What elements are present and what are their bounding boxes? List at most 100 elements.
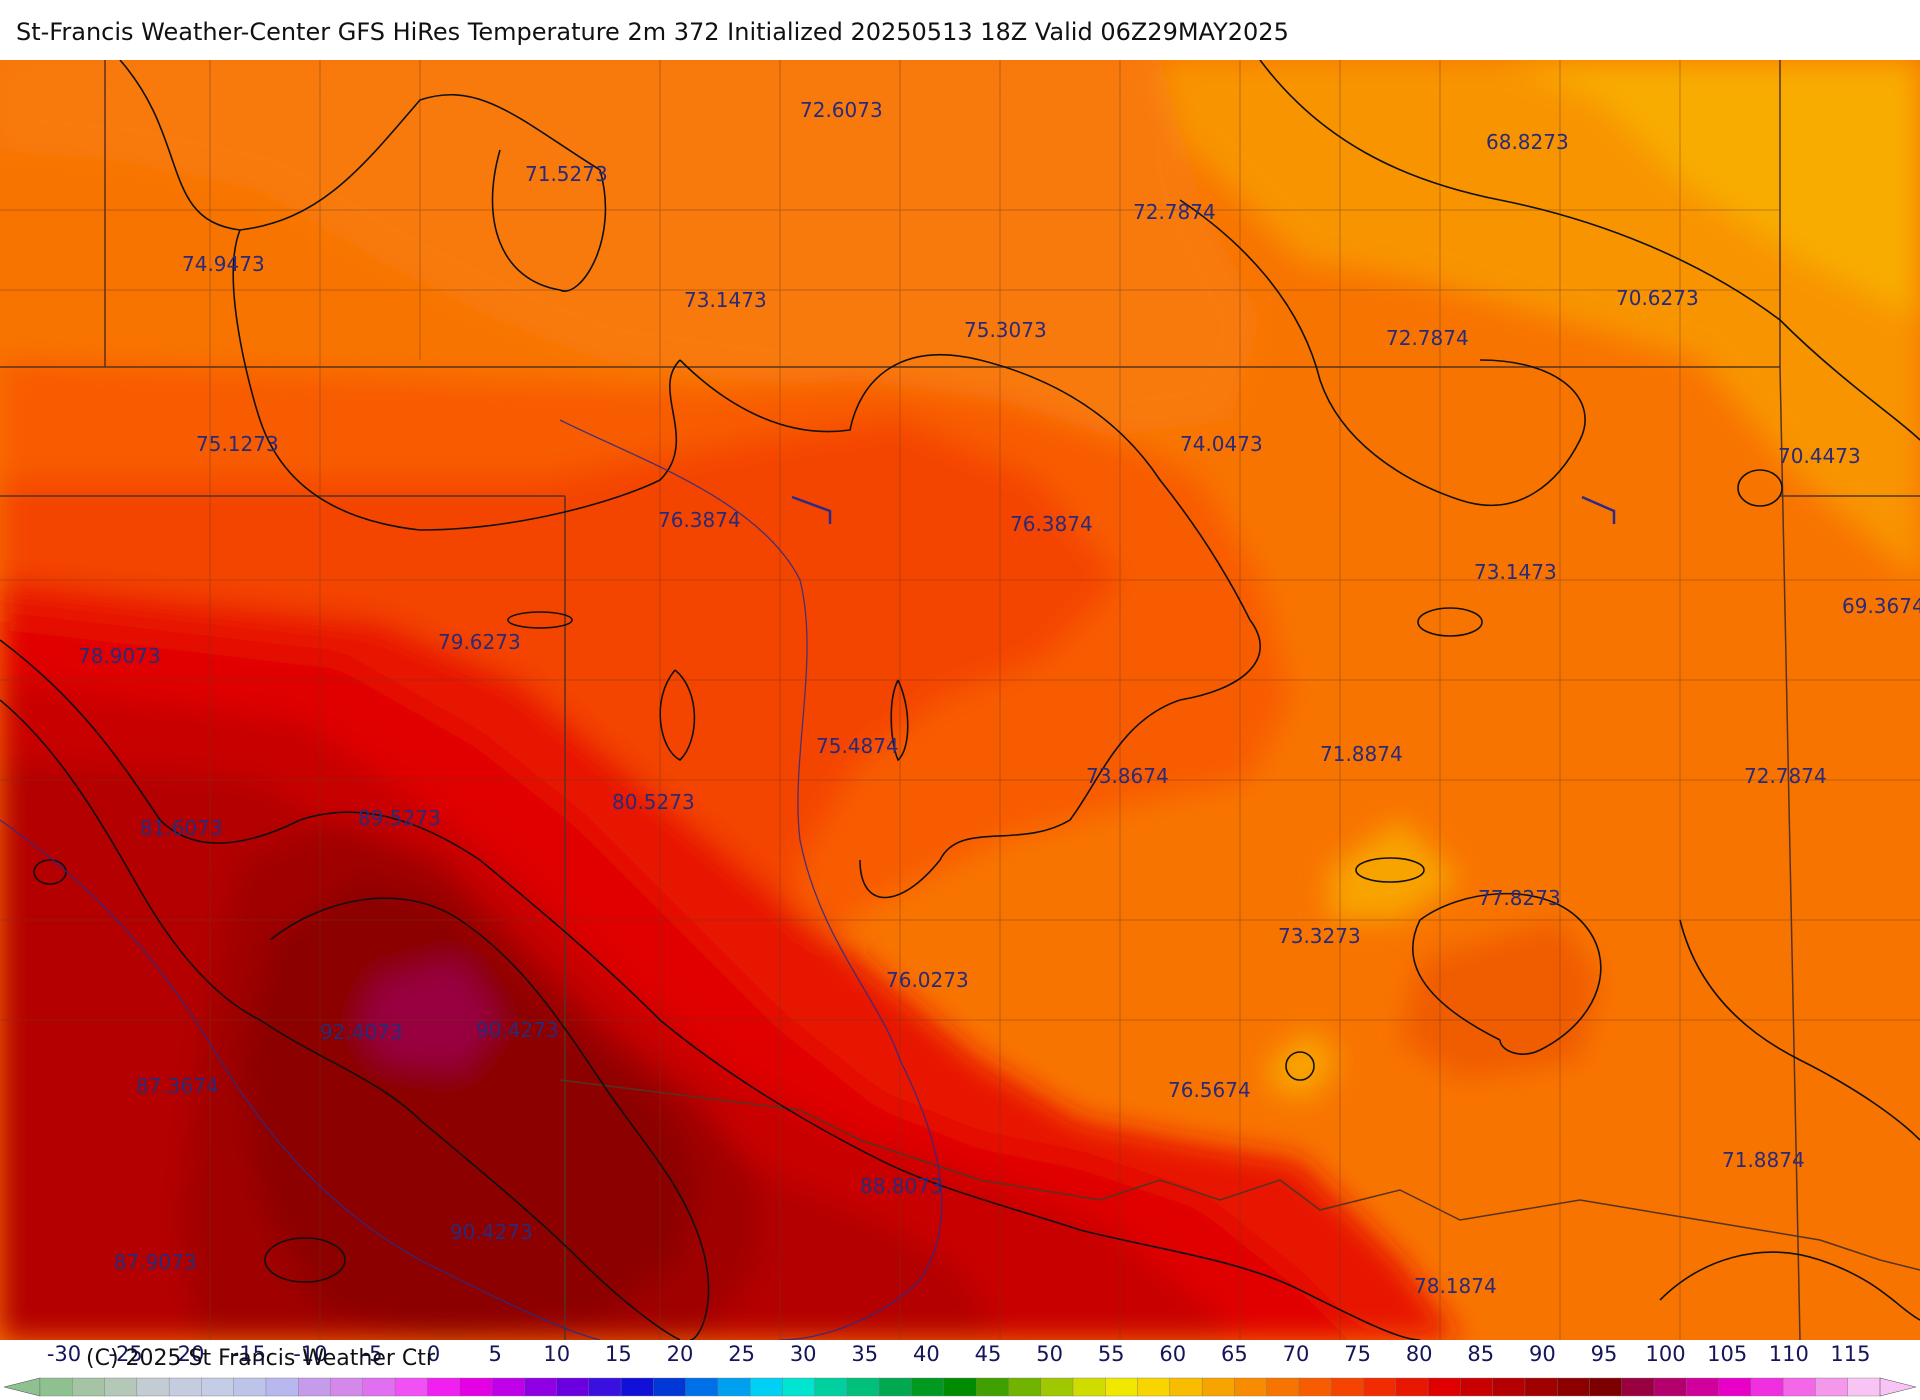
legend-tick-label: -10 xyxy=(293,1342,328,1366)
legend-tick-label: 40 xyxy=(913,1342,940,1366)
temperature-label: 74.9473 xyxy=(182,252,265,276)
colorbar-swatch xyxy=(879,1377,913,1397)
legend-tick-label: -30 xyxy=(46,1342,82,1366)
legend-tick-label: 95 xyxy=(1590,1342,1618,1366)
temperature-label: 89.5273 xyxy=(358,806,441,830)
colorbar-swatch xyxy=(1750,1377,1784,1397)
colorbar-swatch xyxy=(685,1377,719,1397)
legend-tick-label: 60 xyxy=(1159,1342,1187,1366)
colorbar-swatch xyxy=(749,1377,784,1397)
legend-tick-label: -25 xyxy=(108,1342,143,1366)
temperature-label: 76.5674 xyxy=(1168,1078,1251,1102)
colorbar-swatch xyxy=(717,1377,751,1397)
colorbar-swatch xyxy=(1105,1377,1139,1397)
temperature-label: 69.3674 xyxy=(1842,594,1920,618)
temperature-label: 90.4273 xyxy=(450,1220,533,1244)
temperature-label: 70.4473 xyxy=(1778,444,1861,468)
colorbar-swatch xyxy=(1298,1377,1332,1397)
temperature-label: 72.7874 xyxy=(1133,200,1216,224)
colorbar-swatch xyxy=(846,1377,880,1397)
colorbar-swatch xyxy=(39,1377,73,1397)
colorbar-swatch xyxy=(943,1377,977,1397)
colorbar-swatch xyxy=(72,1377,106,1397)
legend-tick-label: 35 xyxy=(851,1342,879,1366)
temperature-label: 73.1473 xyxy=(684,288,767,312)
isotherm-contours xyxy=(0,60,1920,1340)
colorbar-swatch xyxy=(491,1377,525,1397)
temperature-label: 76.0273 xyxy=(886,968,969,992)
temperature-label: 88.8073 xyxy=(860,1174,943,1198)
legend-tick-label: 10 xyxy=(543,1342,571,1366)
colorbar-swatch xyxy=(653,1377,687,1397)
legend-tick-label: 90 xyxy=(1529,1342,1556,1366)
map-frame: 72.6073 71.5273 68.8273 72.7874 74.9473 … xyxy=(0,60,1920,1340)
colorbar-swatch xyxy=(1169,1377,1203,1397)
colorbar-swatch xyxy=(1815,1377,1849,1397)
boundary-lines xyxy=(0,60,1920,1340)
colorbar-swatch xyxy=(330,1377,364,1397)
colorbar-swatch xyxy=(975,1377,1010,1397)
colorbar-swatch xyxy=(1492,1377,1526,1397)
colorbar-swatch xyxy=(104,1377,138,1397)
temperature-label: 75.1273 xyxy=(196,432,279,456)
temperature-label: 77.8273 xyxy=(1478,886,1561,910)
colorbar-swatch xyxy=(911,1377,945,1397)
colorbar-swatch xyxy=(782,1377,816,1397)
colorbar-swatch xyxy=(814,1377,848,1397)
colorbar-swatch xyxy=(556,1377,590,1397)
colorbar-swatch xyxy=(1621,1377,1655,1397)
legend-tick-label: 0 xyxy=(426,1342,441,1366)
colorbar-swatch xyxy=(1524,1377,1558,1397)
temperature-label: 75.3073 xyxy=(964,318,1047,342)
wind-barbs xyxy=(791,495,1616,524)
legend-tick-label: 45 xyxy=(974,1342,1002,1366)
temperature-label: 72.6073 xyxy=(800,98,883,122)
colorbar-swatch xyxy=(298,1377,332,1397)
colorbar-swatch xyxy=(1395,1377,1429,1397)
legend-tick-label: 25 xyxy=(728,1342,755,1366)
legend-ticks: -30 -25 -20 -15 -10 -5 0 5 10 15 20 25 30 35 40 45 50 55 6… xyxy=(0,1342,1920,1368)
colorbar-swatch xyxy=(1589,1377,1623,1397)
colorbar-swatch xyxy=(136,1377,170,1397)
temperature-label: 73.1473 xyxy=(1474,560,1557,584)
temperature-label: 78.1874 xyxy=(1414,1274,1497,1298)
colorbar-swatch xyxy=(1040,1377,1074,1397)
colorbar-swatch xyxy=(265,1377,299,1397)
colorbar-swatch xyxy=(1201,1377,1236,1397)
legend-tick-label: -5 xyxy=(361,1342,383,1366)
legend-tick-label: 55 xyxy=(1097,1342,1125,1366)
legend-tick-label: 80 xyxy=(1405,1342,1433,1366)
temperature-label: 92.4073 xyxy=(320,1020,403,1044)
colorbar-swatch xyxy=(1234,1377,1268,1397)
temperature-label: 90.4273 xyxy=(476,1018,559,1042)
legend-tick-label: 115 xyxy=(1830,1342,1871,1366)
temperature-label: 72.7874 xyxy=(1386,326,1469,350)
temperature-label: 73.8674 xyxy=(1086,764,1169,788)
legend-tick-label: 100 xyxy=(1645,1342,1686,1366)
colorbar-cap-right xyxy=(1879,1377,1917,1397)
color-legend: -30 -25 -20 -15 -10 -5 0 5 10 15 20 25 30 35 40 45 50 55 6… xyxy=(0,1340,1920,1400)
temperature-label: 76.3874 xyxy=(1010,512,1093,536)
colorbar-swatch xyxy=(394,1377,429,1397)
colorbar-swatch xyxy=(1008,1377,1042,1397)
temperature-label: 75.4874 xyxy=(816,734,899,758)
temperature-label: 81.6073 xyxy=(140,816,223,840)
colorbar-swatch xyxy=(427,1377,461,1397)
temperature-label: 73.3273 xyxy=(1278,924,1361,948)
temperature-fill xyxy=(0,60,1920,1340)
legend-tick-label: 70 xyxy=(1282,1342,1310,1366)
colorbar-swatch xyxy=(620,1377,655,1397)
temperature-label: 78.9073 xyxy=(78,644,161,668)
colorbar-swatch xyxy=(168,1377,203,1397)
colorbar-swatch xyxy=(1847,1377,1881,1397)
legend-tick-label: 5 xyxy=(488,1342,502,1366)
colorbar-swatch xyxy=(1718,1377,1752,1397)
colorbar-swatch xyxy=(201,1377,235,1397)
colorbar-swatch xyxy=(1782,1377,1817,1397)
colorbar-swatch xyxy=(1137,1377,1171,1397)
colorbar-swatch xyxy=(362,1377,396,1397)
legend-tick-label: 65 xyxy=(1221,1342,1248,1366)
legend-tick-label: 105 xyxy=(1707,1342,1748,1366)
legend-tick-label: -20 xyxy=(170,1342,205,1366)
legend-tick-label: 15 xyxy=(605,1342,632,1366)
